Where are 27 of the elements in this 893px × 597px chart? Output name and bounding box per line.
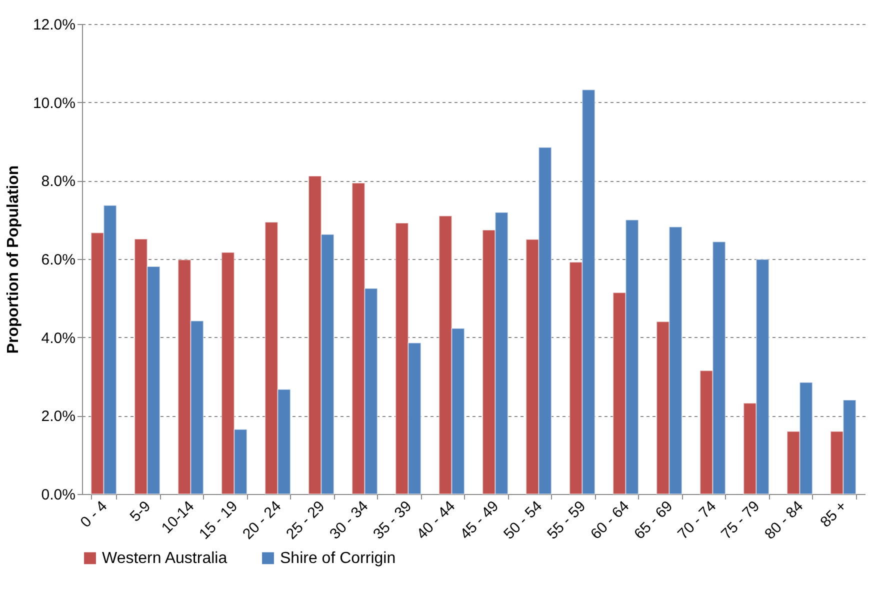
y-tick-label: 2.0%: [41, 408, 76, 426]
x-tick-label: 65 - 69: [631, 498, 676, 543]
x-tick-label: 75 - 79: [718, 498, 764, 543]
legend-label: Shire of Corrigin: [280, 550, 396, 568]
x-tick-label: 25 - 29: [283, 498, 328, 543]
y-tick-label: 8.0%: [41, 173, 76, 190]
legend-label: Western Australia: [102, 550, 228, 568]
x-tick-label: 15 - 19: [196, 498, 242, 543]
x-tick-label: 55 - 59: [544, 498, 590, 543]
x-tick-label: 5-9: [126, 498, 154, 526]
x-tick-label: 70 - 74: [674, 498, 720, 543]
y-tick-label: 10.0%: [32, 94, 76, 112]
y-tick-label: 0.0%: [41, 486, 76, 504]
x-tick-label: 0 - 4: [77, 498, 111, 532]
x-tick-label: 60 - 64: [588, 498, 633, 543]
x-tick-label: 40 - 44: [414, 498, 459, 543]
x-tick-label: 20 - 24: [240, 498, 285, 543]
x-tick-label: 45 - 49: [457, 498, 502, 543]
x-tick-label: 50 - 54: [500, 498, 546, 543]
y-tick-label: 4.0%: [41, 330, 76, 347]
y-axis-title: Proportion of Population: [4, 165, 22, 354]
x-tick-label: 35 - 39: [370, 498, 416, 543]
x-tick-label: 85 +: [817, 498, 850, 531]
x-tick-label: 80 - 84: [762, 498, 807, 543]
y-tick-label: 6.0%: [41, 252, 76, 268]
x-tick-label: 30 - 34: [326, 498, 372, 543]
y-tick-label: 12.0%: [32, 16, 76, 34]
